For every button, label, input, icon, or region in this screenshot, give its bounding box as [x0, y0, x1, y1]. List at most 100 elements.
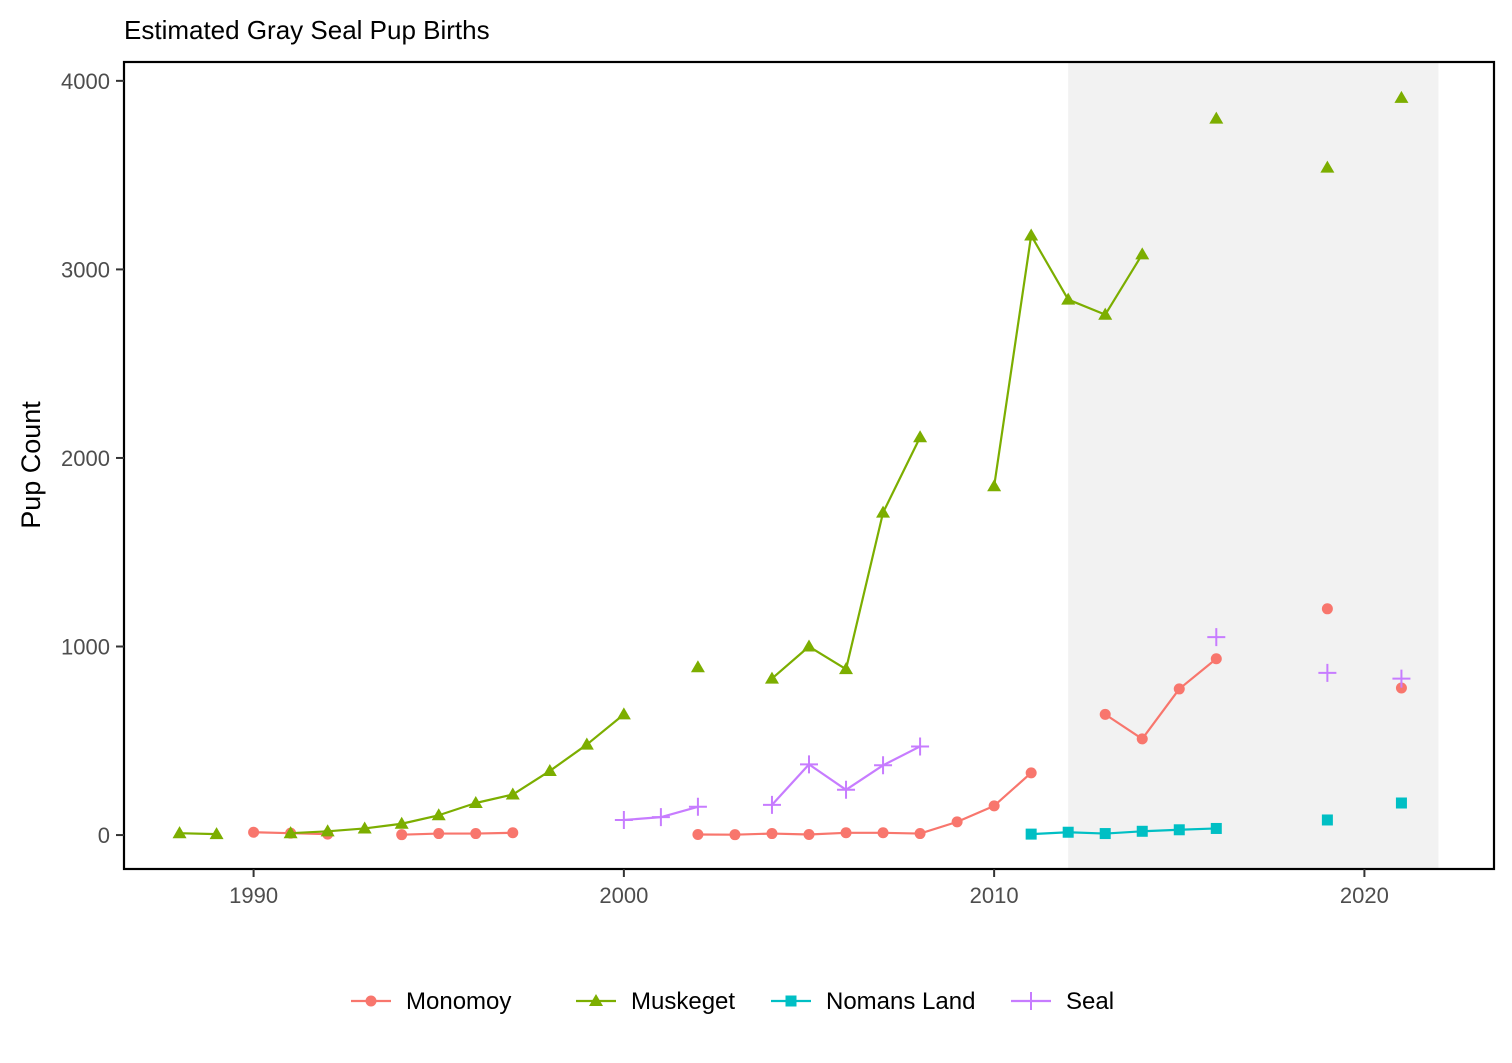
- data-point: [1173, 683, 1185, 695]
- data-point: [651, 808, 670, 827]
- legend-label: Nomans Land: [826, 988, 975, 1015]
- y-axis-title: Pup Count: [16, 401, 46, 529]
- y-tick-label: 4000: [61, 69, 110, 94]
- data-point: [1394, 90, 1409, 103]
- data-point: [688, 797, 707, 816]
- series-line: [401, 831, 513, 836]
- shaded-region-layer: [1068, 62, 1439, 869]
- data-point: [876, 505, 891, 518]
- shaded-region: [1068, 62, 1439, 869]
- series-monomoy: [248, 603, 1407, 841]
- data-point: [1210, 653, 1222, 665]
- data-point: [840, 827, 852, 839]
- data-point: [470, 828, 482, 840]
- data-point: [1136, 733, 1148, 745]
- data-point: [690, 660, 705, 673]
- data-point: [839, 662, 854, 675]
- data-point: [762, 795, 781, 814]
- data-point: [877, 827, 889, 839]
- series-line: [1104, 657, 1217, 740]
- data-point: [1098, 307, 1113, 320]
- data-point: [616, 707, 631, 720]
- series-line: [290, 713, 625, 835]
- data-point: [913, 430, 928, 443]
- data-point: [433, 828, 445, 840]
- data-point: [1395, 682, 1407, 694]
- x-tick-label: 2020: [1340, 883, 1389, 908]
- data-point: [614, 810, 633, 829]
- legend-item: Nomans Land: [771, 988, 975, 1015]
- data-point: [396, 829, 408, 841]
- data-point: [1210, 822, 1222, 834]
- data-point: [1135, 247, 1150, 260]
- series-nomans-land: [1025, 797, 1407, 840]
- data-point: [803, 828, 815, 840]
- legend-key-marker: [365, 995, 377, 1007]
- data-point: [987, 479, 1002, 492]
- data-point: [802, 639, 816, 652]
- data-point: [357, 821, 372, 834]
- series-line: [771, 436, 922, 680]
- data-point: [579, 737, 594, 750]
- data-point: [320, 824, 335, 837]
- data-point: [911, 737, 930, 756]
- legend-key-marker: [785, 995, 797, 1007]
- chart-title: Estimated Gray Seal Pup Births: [124, 15, 490, 45]
- data-point: [283, 826, 298, 839]
- data-point: [914, 828, 926, 840]
- data-point: [988, 800, 1000, 812]
- x-tick-label: 1990: [229, 883, 278, 908]
- series-line: [1031, 827, 1217, 836]
- data-point: [1173, 824, 1185, 836]
- legend-item: Seal: [1011, 988, 1114, 1015]
- data-point: [542, 763, 557, 776]
- legend: Monomoy Muskeget Nomans Land Seal: [351, 988, 1114, 1015]
- data-point: [837, 780, 856, 799]
- data-point: [1136, 825, 1148, 837]
- legend-label: Monomoy: [406, 988, 511, 1015]
- x-tick-label: 2010: [970, 883, 1019, 908]
- data-point: [1062, 826, 1074, 838]
- data-point: [1321, 814, 1333, 826]
- data-point: [209, 827, 224, 840]
- data-point: [1025, 767, 1037, 779]
- legend-key-marker: [589, 994, 603, 1007]
- data-point: [764, 671, 779, 684]
- data-point: [1025, 828, 1037, 840]
- data-point: [1209, 111, 1224, 124]
- data-point: [1318, 663, 1337, 682]
- data-point: [394, 816, 409, 829]
- data-point: [507, 827, 519, 839]
- series-layer: [172, 90, 1411, 841]
- data-point: [951, 816, 963, 828]
- data-point: [468, 796, 483, 809]
- data-point: [692, 828, 704, 840]
- series-seal: [614, 628, 1411, 829]
- y-tick-label: 1000: [61, 635, 110, 660]
- data-point: [1395, 797, 1407, 809]
- data-point: [248, 826, 260, 838]
- data-point: [1320, 160, 1335, 173]
- legend-item: Muskeget: [576, 988, 735, 1015]
- data-point: [1099, 828, 1111, 840]
- data-point: [172, 826, 187, 839]
- series-line: [179, 832, 217, 836]
- data-point: [1024, 228, 1039, 241]
- legend-key-marker: [1022, 992, 1040, 1010]
- data-point: [431, 808, 446, 821]
- data-point: [505, 787, 520, 800]
- panel-border: [122, 60, 1496, 871]
- data-point: [1321, 603, 1333, 615]
- data-point: [874, 756, 893, 775]
- data-point: [1207, 628, 1226, 647]
- y-tick-label: 0: [98, 823, 110, 848]
- legend-item: Monomoy: [351, 988, 511, 1015]
- data-point: [1099, 708, 1111, 720]
- data-point: [729, 829, 741, 841]
- x-tick-label: 2000: [599, 883, 648, 908]
- series-line: [697, 772, 1032, 836]
- legend-label: Muskeget: [631, 988, 735, 1015]
- legend-label: Seal: [1066, 988, 1114, 1015]
